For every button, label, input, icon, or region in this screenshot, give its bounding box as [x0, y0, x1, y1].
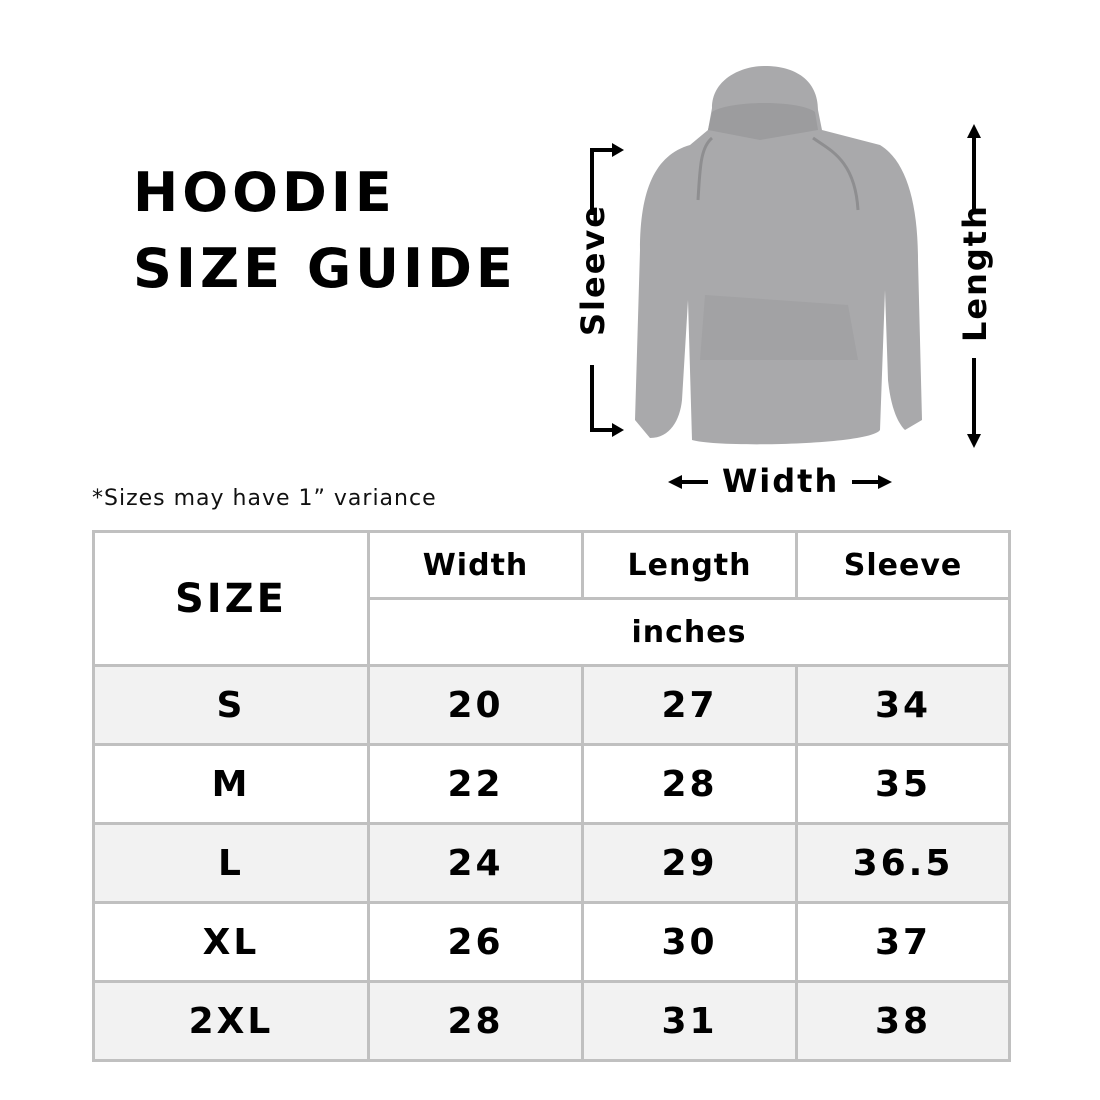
unit-row: inches [94, 597, 1011, 667]
table-row: M 22 28 35 [92, 743, 1011, 825]
width-cell: 28 [367, 980, 584, 1062]
length-label: Length [956, 204, 994, 342]
size-cell: 2XL [92, 980, 370, 1062]
hoodie-image [635, 66, 922, 445]
table-row: L 24 29 36.5 [92, 822, 1011, 904]
sleeve-cell: 38 [795, 980, 1011, 1062]
width-cell: 22 [367, 743, 584, 825]
length-cell: 30 [581, 901, 798, 983]
length-cell: 27 [581, 664, 798, 746]
unit-label: inches [367, 597, 1011, 667]
sleeve-cell: 34 [795, 664, 1011, 746]
sleeve-arrow [590, 148, 615, 432]
arrowhead-icon [967, 124, 981, 138]
size-cell: L [92, 822, 370, 904]
table-row: S 20 27 34 [92, 664, 1011, 746]
variance-note: *Sizes may have 1” variance [92, 486, 437, 511]
arrowhead-icon [878, 475, 892, 489]
width-label: Width [722, 462, 840, 500]
column-header-length: Length [581, 530, 798, 600]
arrowhead-icon [612, 423, 624, 437]
length-cell: 29 [581, 822, 798, 904]
title-line-1: HOODIE [133, 161, 396, 224]
sleeve-cell: 37 [795, 901, 1011, 983]
size-header: SIZE [92, 530, 370, 667]
width-cell: 24 [367, 822, 584, 904]
size-cell: XL [92, 901, 370, 983]
sleeve-cell: 35 [795, 743, 1011, 825]
width-cell: 26 [367, 901, 584, 983]
table-row: XL 26 30 37 [92, 901, 1011, 983]
hoodie-illustration [590, 66, 981, 489]
table-row: 2XL 28 31 38 [92, 980, 1011, 1062]
size-cell: M [92, 743, 370, 825]
arrowhead-icon [668, 475, 682, 489]
arrowhead-icon [967, 434, 981, 448]
title-line-2: SIZE GUIDE [133, 237, 517, 300]
length-cell: 28 [581, 743, 798, 825]
header-row: SIZE Width Length Sleeve [92, 530, 1011, 667]
column-header-width: Width [367, 530, 584, 600]
size-table: SIZE Width Length Sleeve inches S 20 27 … [92, 530, 1011, 1062]
length-cell: 31 [581, 980, 798, 1062]
column-header-sleeve: Sleeve [795, 530, 1011, 600]
sleeve-label: Sleeve [574, 204, 612, 336]
size-cell: S [92, 664, 370, 746]
width-cell: 20 [367, 664, 584, 746]
arrowhead-icon [612, 143, 624, 157]
sleeve-cell: 36.5 [795, 822, 1011, 904]
